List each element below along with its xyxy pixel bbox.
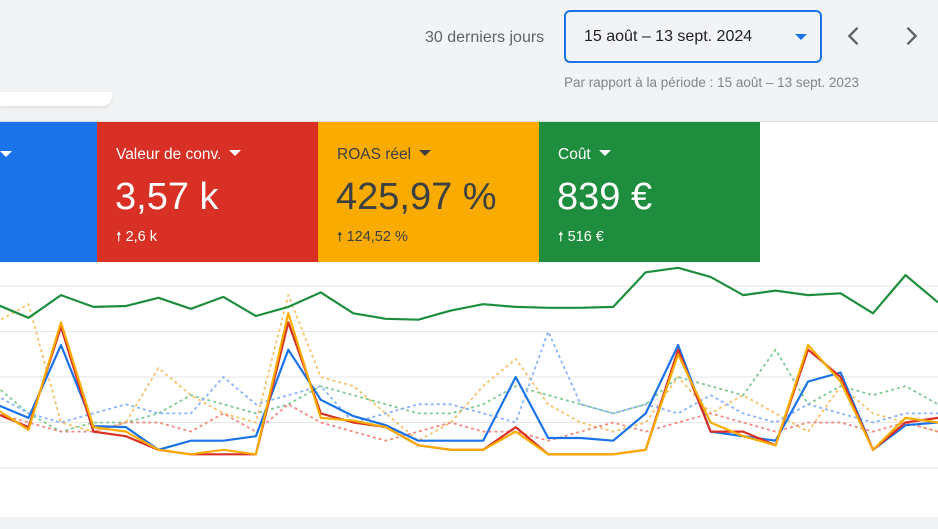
metric-delta: 🠕 516 € (558, 228, 604, 250)
metric-delta: 🠕 2,6 k (116, 228, 157, 250)
series-line-6 (0, 330, 938, 424)
metric-value: 425,97 % (336, 176, 497, 218)
arrow-up-icon: 🠕 (116, 229, 122, 244)
metric-dropdown-icon (229, 149, 242, 156)
metric-card-cost[interactable]: Coût 839 € 🠕 516 € (539, 122, 760, 262)
arrow-up-icon: 🠕 (558, 229, 564, 244)
metric-title[interactable]: Coût (558, 146, 611, 164)
metric-title[interactable]: Valeur de conv. (116, 146, 242, 164)
series-line-4 (0, 294, 938, 442)
metric-title[interactable]: ROAS réel (337, 146, 432, 164)
footer-strip (0, 517, 938, 529)
series-line-1 (0, 343, 938, 451)
metric-dropdown-icon (598, 149, 611, 156)
metric-delta-text: 124,52 % (346, 229, 408, 245)
date-range-value: 15 août – 13 sept. 2024 (584, 28, 753, 45)
metric-title-text: ROAS réel (337, 146, 412, 163)
performance-line-chart (0, 266, 938, 469)
top-bar: 30 derniers jours 15 août – 13 sept. 202… (0, 0, 938, 121)
chevron-right-icon (906, 27, 918, 45)
metric-delta-text: 2,6 k (125, 229, 158, 245)
metric-delta: 🠕 124,52 % (337, 228, 408, 250)
dropdown-caret-icon (795, 34, 807, 40)
metric-card-roas[interactable]: ROAS réel 425,97 % 🠕 124,52 % (318, 122, 539, 262)
metric-value: 839 € (557, 176, 653, 218)
metric-card-1[interactable] (0, 122, 97, 262)
metric-title-text: Coût (558, 146, 591, 163)
comparison-period-text: Par rapport à la période : 15 août – 13 … (564, 75, 859, 90)
series-line-5 (0, 348, 938, 433)
performance-panel: Valeur de conv. 3,57 k 🠕 2,6 k ROAS réel … (0, 121, 938, 518)
next-period-button[interactable] (897, 22, 925, 50)
previous-period-button[interactable] (840, 22, 868, 50)
series-line-3 (0, 312, 938, 456)
metric-title-text: Valeur de conv. (116, 146, 222, 163)
arrow-up-icon: 🠕 (337, 229, 343, 244)
series-line-2 (0, 321, 938, 456)
chevron-left-icon (847, 27, 859, 45)
metric-value: 3,57 k (115, 176, 219, 218)
metric-dropdown-icon (419, 149, 432, 156)
date-range-dropdown[interactable]: 15 août – 13 sept. 2024 (564, 10, 822, 63)
hidden-tab-edge (0, 92, 112, 106)
metric-dropdown-icon[interactable] (0, 151, 12, 157)
metric-delta-text: 516 € (567, 229, 604, 245)
series-line-0 (0, 266, 938, 321)
metric-card-conv-value[interactable]: Valeur de conv. 3,57 k 🠕 2,6 k (97, 122, 318, 262)
date-range-label: 30 derniers jours (425, 29, 545, 46)
chart-series (0, 266, 938, 456)
